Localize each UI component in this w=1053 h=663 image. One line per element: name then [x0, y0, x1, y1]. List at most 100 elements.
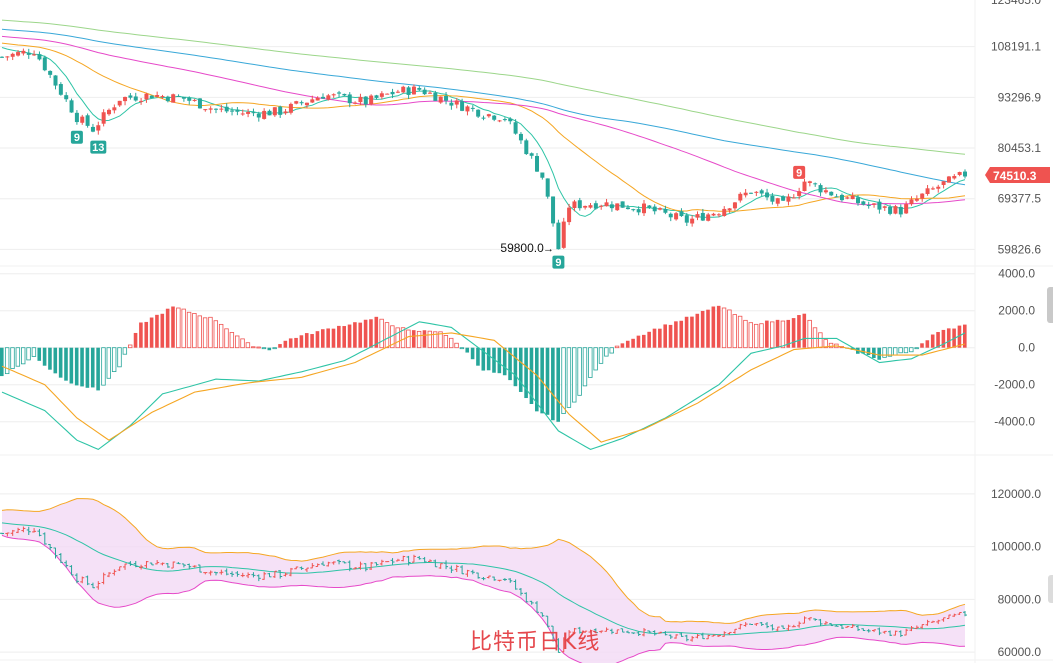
candle-body: [449, 102, 454, 106]
candle-body: [791, 197, 796, 199]
ohlc-bar: [914, 625, 919, 630]
boll-upper-line: [1, 498, 966, 624]
macd-bar: [197, 315, 202, 349]
ohlc-bar: [422, 556, 427, 563]
macd-bar: [144, 321, 149, 348]
candle-body: [807, 181, 812, 184]
candle-body: [208, 108, 213, 110]
candle-body: [112, 107, 117, 111]
macd-bar: [561, 347, 566, 414]
ohlc-bar: [32, 528, 37, 533]
ohlc-bar: [85, 575, 90, 586]
macd-bar: [353, 322, 357, 348]
macd-bar: [700, 310, 705, 348]
macd-bar: [909, 347, 914, 353]
macd-bar: [342, 326, 346, 348]
candle-body: [936, 186, 941, 189]
price-panel[interactable]: 9 13 9 9 108191.1 93296.9 80453.1 69377.5 59826…: [0, 0, 1050, 269]
candle-body: [781, 196, 786, 201]
candle-body: [492, 115, 497, 120]
panel-resize-handle[interactable]: [1047, 287, 1053, 323]
macd-tick-label: -2000.0: [994, 378, 1035, 392]
ohlc-bar: [834, 624, 839, 627]
ohlc-bar: [476, 572, 481, 579]
ohlc-bar: [181, 563, 186, 568]
ohlc-bar: [502, 578, 507, 581]
ohlc-bar: [101, 572, 106, 585]
ohlc-bar: [663, 631, 668, 636]
candle-body: [839, 194, 844, 201]
candle-body: [631, 209, 636, 211]
candle-body: [588, 205, 593, 208]
ohlc-bar: [679, 632, 684, 637]
last-price-value: 74510.3: [993, 169, 1037, 183]
macd-dif-line: [1, 321, 966, 451]
ohlc-bar: [786, 624, 791, 631]
chart-watermark: 比特币日K线: [470, 630, 601, 655]
boll-panel[interactable]: 120000.0 100000.0 80000.0 60000.0: [0, 487, 1041, 663]
ohlc-bar: [390, 558, 395, 565]
candle-body: [90, 126, 95, 132]
candle-body: [256, 113, 261, 118]
candle-body: [219, 108, 224, 110]
candle-body: [395, 91, 400, 93]
macd-bar: [566, 347, 572, 408]
macd-bar: [171, 306, 175, 348]
macd-bar: [443, 335, 449, 349]
candle-body: [160, 96, 165, 98]
candle-body: [898, 206, 903, 215]
ohlc-bar: [856, 625, 860, 632]
candle-body: [647, 205, 652, 208]
candle-body: [374, 95, 379, 98]
scroll-handle[interactable]: [1048, 575, 1053, 603]
macd-bar: [818, 332, 823, 349]
macd-bar: [898, 347, 903, 354]
candle-body: [893, 206, 898, 214]
ohlc-bar: [700, 632, 705, 640]
candle-body: [609, 204, 614, 209]
candle-body: [48, 70, 53, 75]
macd-bar: [658, 328, 662, 348]
ohlc-bar: [5, 532, 10, 537]
candle-body: [80, 116, 85, 123]
signal-marker: 9: [70, 130, 83, 144]
ohlc-bar: [904, 628, 909, 636]
macd-bar: [642, 334, 646, 348]
ohlc-bar: [604, 627, 609, 632]
macd-bar: [411, 330, 416, 348]
macd-bar: [652, 328, 657, 348]
candle-body: [551, 196, 556, 224]
macd-bar: [321, 329, 325, 348]
candle-body: [834, 196, 839, 198]
candle-body: [823, 190, 828, 193]
ohlc-bar: [310, 563, 315, 569]
macd-bar: [4, 347, 10, 375]
signal-marker: 13: [90, 140, 107, 154]
ma-long-line: [1, 28, 966, 186]
candle-body: [58, 84, 63, 95]
candle-body: [513, 122, 518, 134]
candle-body: [417, 88, 422, 90]
ohlc-bar: [898, 630, 903, 638]
macd-panel[interactable]: 4000.0 2000.0 0.0 -2000.0 -4000.0: [0, 267, 1035, 451]
ohlc-bar: [706, 634, 711, 640]
macd-bar: [936, 332, 940, 348]
macd-bar: [812, 327, 818, 349]
ohlc-bar: [866, 628, 871, 633]
candle-body: [278, 106, 283, 115]
macd-bar: [524, 347, 528, 399]
candle-body: [502, 119, 507, 121]
ohlc-bar: [647, 630, 652, 633]
candle-body: [385, 93, 390, 95]
ohlc-bar: [123, 563, 128, 570]
macd-bar: [893, 347, 898, 356]
ohlc-bar: [128, 561, 133, 566]
macd-bar: [294, 337, 298, 348]
macd-bar: [551, 347, 555, 421]
ohlc-bar: [369, 562, 374, 570]
macd-bar: [679, 320, 684, 348]
candle-body: [203, 109, 208, 111]
candle-body: [593, 203, 598, 209]
ohlc-bar: [53, 547, 58, 559]
